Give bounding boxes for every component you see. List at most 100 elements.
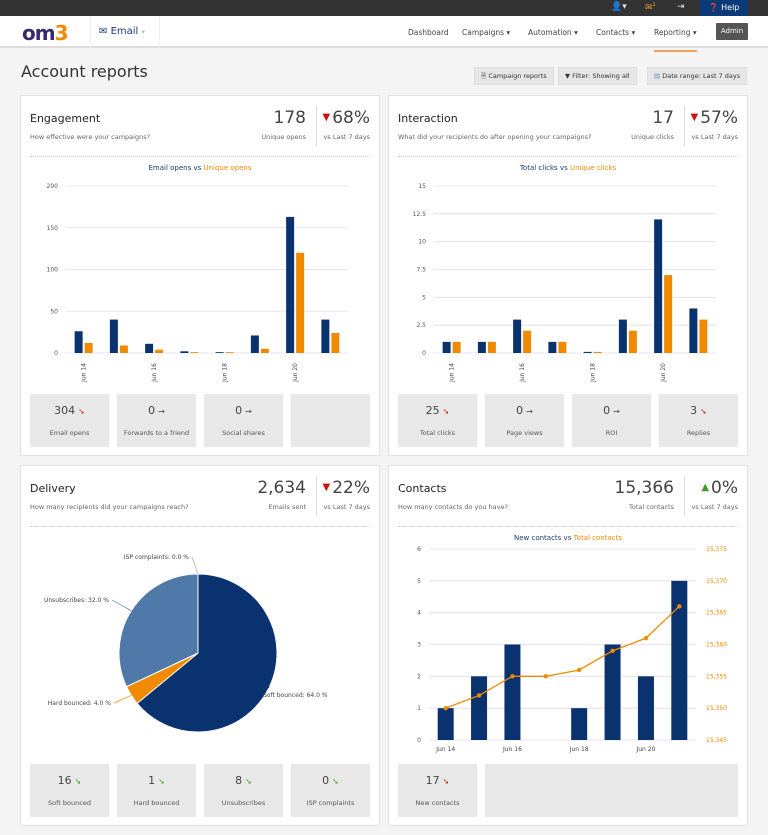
stat-value: 0 xyxy=(516,404,524,417)
stat-label: ROI xyxy=(605,429,618,437)
bar[interactable] xyxy=(593,351,602,353)
y2-tick-label: 15,365 xyxy=(706,610,727,617)
help-button[interactable]: ❓ Help xyxy=(700,0,748,16)
nav-dashboard[interactable]: Dashboard xyxy=(408,28,449,37)
pie-connector xyxy=(191,556,199,575)
bar[interactable] xyxy=(571,708,588,740)
bar[interactable] xyxy=(699,319,708,353)
product-switcher[interactable]: ✉ Email ▾ xyxy=(90,16,160,48)
x-tick-label: Jun 16 xyxy=(519,363,526,383)
bar[interactable] xyxy=(523,330,532,353)
stat-tile[interactable]: 0 → Forwards to a friend xyxy=(117,394,196,447)
bar[interactable] xyxy=(190,352,199,353)
user-icon[interactable]: 👤▾ xyxy=(611,2,627,12)
bar[interactable] xyxy=(442,341,451,353)
filter-button[interactable]: ▼ Filter: Showing all xyxy=(558,67,637,85)
interaction-panel: Interaction What did your recipients do … xyxy=(388,95,748,456)
vs-label: vs xyxy=(561,534,574,542)
line-point[interactable] xyxy=(510,674,515,679)
bar[interactable] xyxy=(286,216,295,353)
bar[interactable] xyxy=(145,343,154,353)
series-b-title: Total contacts xyxy=(573,534,622,542)
bar[interactable] xyxy=(637,676,654,740)
bar[interactable] xyxy=(331,332,340,353)
line-point[interactable] xyxy=(610,648,615,654)
admin-button[interactable]: Admin xyxy=(716,23,748,40)
bar[interactable] xyxy=(321,319,330,353)
nav-contacts[interactable]: Contacts ▾ xyxy=(596,28,636,37)
stat-tile[interactable]: 8 ➘ Unsubscribes xyxy=(204,764,283,817)
nav-campaigns[interactable]: Campaigns ▾ xyxy=(462,28,511,37)
trend-down-icon: ➘ xyxy=(700,407,707,416)
bar[interactable] xyxy=(477,341,486,353)
pie-slice[interactable] xyxy=(118,573,199,688)
bar[interactable] xyxy=(437,708,454,740)
stat-tile[interactable]: 16 ➘ Soft bounced xyxy=(30,764,109,817)
nav-automation[interactable]: Automation ▾ xyxy=(528,28,578,37)
stat-tile[interactable]: 0 → Page views xyxy=(485,394,564,447)
chart: 0 2.5 5 7.5 10 12.5 15 Jun 14 Jun 16 Jun 18 Jun 20 xyxy=(413,183,716,383)
engagement-panel: Engagement How effective were your campa… xyxy=(20,95,380,456)
line-series xyxy=(445,605,680,709)
y-tick-label: 10 xyxy=(418,239,426,246)
triangle-down-icon: ▼ xyxy=(322,112,331,123)
bar[interactable] xyxy=(296,252,305,353)
logout-icon[interactable]: ⇥ xyxy=(677,2,685,12)
date-range-button[interactable]: ▤ Date range: Last 7 days xyxy=(647,67,748,85)
bar[interactable] xyxy=(558,341,567,353)
bar[interactable] xyxy=(225,352,234,353)
bar[interactable] xyxy=(180,351,189,353)
line-point[interactable] xyxy=(443,705,448,711)
bar[interactable] xyxy=(74,331,83,353)
bar[interactable] xyxy=(84,342,93,353)
panel-subtitle: How many contacts do you have? xyxy=(398,503,508,511)
y-tick-label: 6 xyxy=(417,546,421,553)
bar[interactable] xyxy=(471,676,488,740)
stat-tile[interactable]: 0 → ROI xyxy=(572,394,651,447)
panel-title: Interaction xyxy=(398,112,458,125)
bar[interactable] xyxy=(250,335,259,353)
vs-label: vs xyxy=(191,164,204,172)
stat-tile[interactable]: 0 ➘ ISP complaints xyxy=(291,764,370,817)
x-tick-label: Jun 14 xyxy=(435,746,455,753)
delivery-panel: Delivery How many recipients did your ca… xyxy=(20,465,380,826)
bar[interactable] xyxy=(215,352,224,353)
line-point[interactable] xyxy=(576,667,582,673)
stat-label: New contacts xyxy=(415,799,460,807)
bar[interactable] xyxy=(689,308,698,353)
bar[interactable] xyxy=(452,341,461,353)
bar[interactable] xyxy=(671,580,688,740)
stat-tile[interactable]: 25 ➘ Total clicks xyxy=(398,394,477,447)
stat-tile[interactable]: 3 ➘ Replies xyxy=(659,394,738,447)
y-tick-label: 0 xyxy=(417,737,421,744)
mail-icon[interactable]: ✉1 xyxy=(645,2,656,13)
line-point[interactable] xyxy=(643,635,649,641)
bar[interactable] xyxy=(109,319,118,353)
headline-label: Total contacts xyxy=(629,503,674,511)
bar[interactable] xyxy=(654,219,663,353)
line-point[interactable] xyxy=(543,674,549,679)
bar[interactable] xyxy=(664,275,673,353)
stat-tile[interactable]: 1 ➘ Hard bounced xyxy=(117,764,196,817)
bar[interactable] xyxy=(628,330,637,353)
bar[interactable] xyxy=(260,348,269,353)
stat-tile[interactable]: 304 ➘ Email opens xyxy=(30,394,109,447)
bar[interactable] xyxy=(548,341,557,353)
bar[interactable] xyxy=(504,644,521,741)
bar[interactable] xyxy=(513,319,522,353)
bar[interactable] xyxy=(155,349,164,353)
pie-label: ISP complaints: 0.0 % xyxy=(124,554,189,561)
bar[interactable] xyxy=(583,351,592,353)
line-point[interactable] xyxy=(677,604,682,609)
campaign-reports-button[interactable]: 🗎 Campaign reports xyxy=(474,67,554,85)
stat-tile[interactable]: 17 ➘ New contacts xyxy=(398,764,477,817)
bar[interactable] xyxy=(487,341,496,353)
line-point[interactable] xyxy=(476,693,482,698)
bar[interactable] xyxy=(119,345,128,353)
om3-logo[interactable]: om3 xyxy=(22,21,69,45)
bar[interactable] xyxy=(618,319,627,353)
nav-reporting[interactable]: Reporting ▾ xyxy=(654,16,697,52)
stat-tile[interactable]: 0 → Social shares xyxy=(204,394,283,447)
bar[interactable] xyxy=(604,644,621,741)
y2-tick-label: 15,355 xyxy=(706,673,727,680)
